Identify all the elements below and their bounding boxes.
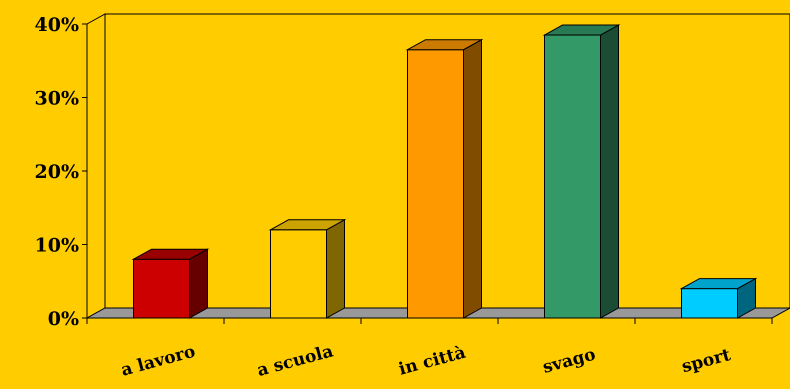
bar-front — [544, 34, 601, 319]
bar-sport — [679, 277, 758, 319]
y-tick-label: 40% — [35, 14, 80, 36]
bar-svago — [542, 24, 621, 319]
bar-top — [268, 219, 347, 231]
bar-top — [679, 278, 758, 290]
bar-side — [189, 248, 208, 319]
x-category-label: svago — [541, 345, 598, 378]
x-category-label: in città — [397, 343, 468, 380]
bar-top — [405, 39, 484, 51]
bar-front — [270, 229, 327, 319]
bar-side — [326, 218, 345, 319]
x-category-label: a lavoro — [119, 342, 198, 381]
bar-top — [542, 24, 621, 36]
bar-a-lavoro — [131, 248, 210, 319]
y-tick-label: 10% — [35, 235, 80, 257]
y-tick-label: 20% — [35, 161, 80, 183]
bar-in-città — [405, 38, 484, 319]
x-category-label: a scuola — [255, 341, 336, 381]
chart-side-wall — [86, 13, 106, 319]
x-category-label: sport — [680, 345, 733, 377]
bar-side — [600, 24, 619, 319]
y-tick-label: 30% — [35, 88, 80, 110]
bar-front — [681, 288, 738, 319]
bar-side — [463, 38, 482, 319]
bar-top — [131, 248, 210, 260]
bar-a-scuola — [268, 218, 347, 319]
y-tick-label: 0% — [48, 308, 79, 330]
bar-front — [133, 258, 190, 319]
bar-front — [407, 49, 464, 319]
